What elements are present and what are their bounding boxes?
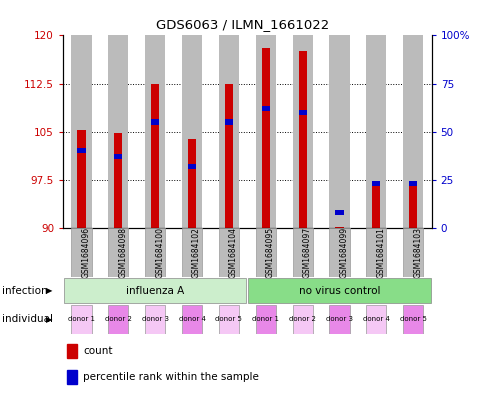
Bar — [108, 35, 128, 228]
Text: donor 2: donor 2 — [288, 316, 316, 322]
Text: GSM1684095: GSM1684095 — [265, 227, 274, 278]
Bar — [225, 83, 232, 228]
Text: no virus control: no virus control — [298, 286, 379, 296]
Bar — [372, 184, 379, 228]
Text: GSM1684103: GSM1684103 — [412, 227, 422, 278]
Text: GSM1684098: GSM1684098 — [118, 227, 127, 278]
Bar — [151, 119, 159, 125]
Bar — [77, 130, 85, 228]
Bar — [298, 110, 306, 115]
Text: ▶: ▶ — [46, 286, 52, 295]
Bar — [408, 184, 416, 228]
FancyBboxPatch shape — [182, 228, 202, 277]
Text: donor 3: donor 3 — [141, 316, 168, 322]
FancyBboxPatch shape — [108, 228, 128, 277]
FancyBboxPatch shape — [182, 305, 202, 334]
Bar — [114, 154, 122, 159]
FancyBboxPatch shape — [218, 305, 239, 334]
Bar — [218, 35, 239, 228]
FancyBboxPatch shape — [255, 228, 275, 277]
Bar — [372, 181, 379, 186]
Text: count: count — [83, 346, 113, 356]
FancyBboxPatch shape — [365, 305, 386, 334]
Text: donor 3: donor 3 — [325, 316, 352, 322]
Bar — [335, 227, 343, 228]
FancyBboxPatch shape — [365, 228, 386, 277]
Text: donor 5: donor 5 — [399, 316, 426, 322]
FancyBboxPatch shape — [71, 228, 91, 277]
FancyBboxPatch shape — [329, 228, 349, 277]
Bar — [402, 35, 423, 228]
Text: GSM1684099: GSM1684099 — [339, 227, 348, 278]
Text: percentile rank within the sample: percentile rank within the sample — [83, 372, 258, 382]
Bar — [71, 35, 91, 228]
Text: GSM1684100: GSM1684100 — [155, 227, 164, 278]
Bar — [255, 35, 275, 228]
Bar — [67, 370, 77, 384]
Bar — [182, 35, 202, 228]
Text: donor 4: donor 4 — [362, 316, 389, 322]
Bar — [261, 48, 269, 228]
Text: donor 1: donor 1 — [252, 316, 279, 322]
Bar — [188, 164, 196, 169]
Bar — [188, 140, 196, 228]
Text: GSM1684102: GSM1684102 — [192, 227, 201, 278]
Text: infection: infection — [2, 286, 48, 296]
Text: influenza A: influenza A — [126, 286, 184, 296]
Bar — [298, 51, 306, 228]
Bar — [77, 148, 85, 154]
Bar — [67, 344, 77, 358]
Bar — [225, 119, 232, 125]
FancyBboxPatch shape — [292, 305, 312, 334]
FancyBboxPatch shape — [71, 305, 91, 334]
Text: individual: individual — [2, 314, 53, 324]
Text: GSM1684096: GSM1684096 — [81, 227, 91, 278]
Text: donor 1: donor 1 — [68, 316, 95, 322]
Text: GSM1684104: GSM1684104 — [228, 227, 238, 278]
Bar — [151, 83, 159, 228]
Text: GSM1684097: GSM1684097 — [302, 227, 311, 278]
FancyBboxPatch shape — [248, 278, 430, 303]
FancyBboxPatch shape — [255, 305, 275, 334]
FancyBboxPatch shape — [218, 228, 239, 277]
FancyBboxPatch shape — [402, 228, 423, 277]
Bar — [365, 35, 386, 228]
Bar — [292, 35, 312, 228]
FancyBboxPatch shape — [108, 305, 128, 334]
FancyBboxPatch shape — [145, 305, 165, 334]
Bar — [408, 181, 416, 186]
Bar — [145, 35, 165, 228]
Text: ▶: ▶ — [46, 315, 52, 324]
Bar — [335, 210, 343, 215]
FancyBboxPatch shape — [64, 278, 246, 303]
Bar — [329, 35, 349, 228]
Bar — [114, 133, 122, 228]
Text: donor 2: donor 2 — [105, 316, 132, 322]
Text: donor 4: donor 4 — [178, 316, 205, 322]
Text: GDS6063 / ILMN_1661022: GDS6063 / ILMN_1661022 — [155, 18, 329, 31]
FancyBboxPatch shape — [292, 228, 312, 277]
FancyBboxPatch shape — [402, 305, 423, 334]
Text: donor 5: donor 5 — [215, 316, 242, 322]
Bar — [261, 106, 269, 111]
Text: GSM1684101: GSM1684101 — [376, 227, 385, 278]
FancyBboxPatch shape — [145, 228, 165, 277]
FancyBboxPatch shape — [329, 305, 349, 334]
